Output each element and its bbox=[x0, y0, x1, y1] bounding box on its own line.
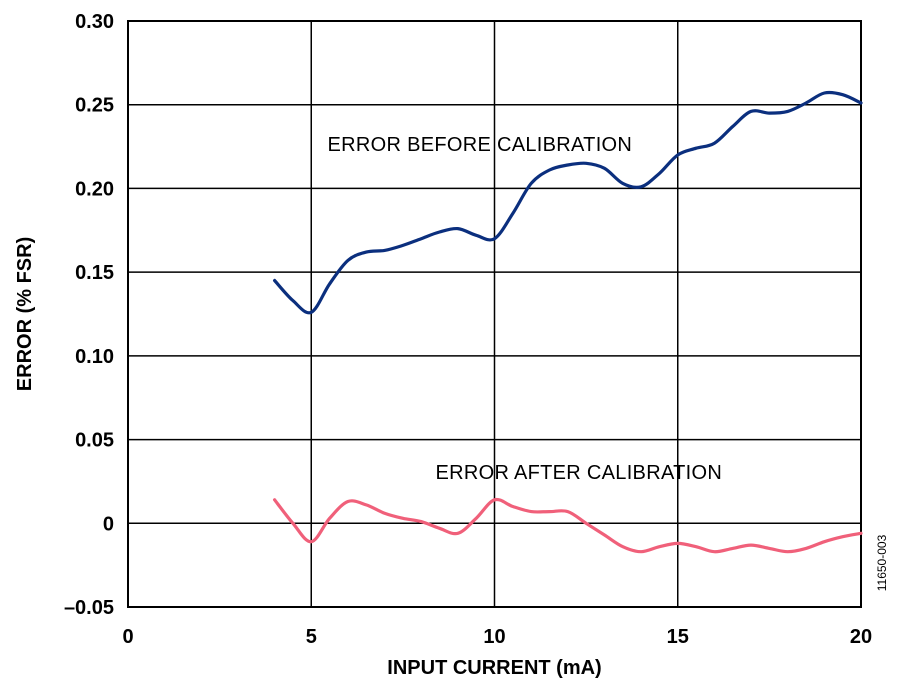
plot-frame bbox=[127, 20, 862, 608]
x-tick-label: 20 bbox=[850, 626, 872, 648]
y-tick-label: 0.30 bbox=[75, 11, 114, 33]
series-line-after-calibration bbox=[273, 497, 863, 554]
y-axis-title: ERROR (% FSR) bbox=[14, 237, 36, 391]
x-tick-label: 10 bbox=[483, 626, 505, 648]
grid bbox=[128, 21, 861, 607]
y-tick-label: 0.15 bbox=[75, 262, 114, 284]
y-tick-label: –0.05 bbox=[64, 597, 114, 619]
y-tick-label: 0.20 bbox=[75, 178, 114, 200]
x-tick-labels: 0 5 10 15 20 bbox=[122, 626, 872, 648]
y-tick-labels: –0.05 0 0.05 0.10 0.15 0.20 0.25 0.30 bbox=[64, 11, 114, 619]
x-tick-label: 0 bbox=[122, 626, 133, 648]
annotations: ERROR BEFORE CALIBRATION ERROR AFTER CALI… bbox=[328, 134, 723, 484]
series-group bbox=[273, 90, 863, 554]
x-axis-title: INPUT CURRENT (mA) bbox=[387, 657, 601, 679]
series-line-before-calibration bbox=[273, 90, 863, 315]
y-tick-label: 0.05 bbox=[75, 430, 114, 452]
y-tick-label: 0 bbox=[103, 513, 114, 535]
y-tick-label: 0.25 bbox=[75, 95, 114, 117]
annotation-before-calibration: ERROR BEFORE CALIBRATION bbox=[328, 134, 633, 156]
y-tick-label: 0.10 bbox=[75, 346, 114, 368]
x-tick-label: 5 bbox=[306, 626, 317, 648]
annotation-after-calibration: ERROR AFTER CALIBRATION bbox=[436, 462, 723, 484]
figure-id: 11650-003 bbox=[875, 534, 889, 591]
x-tick-label: 15 bbox=[667, 626, 689, 648]
